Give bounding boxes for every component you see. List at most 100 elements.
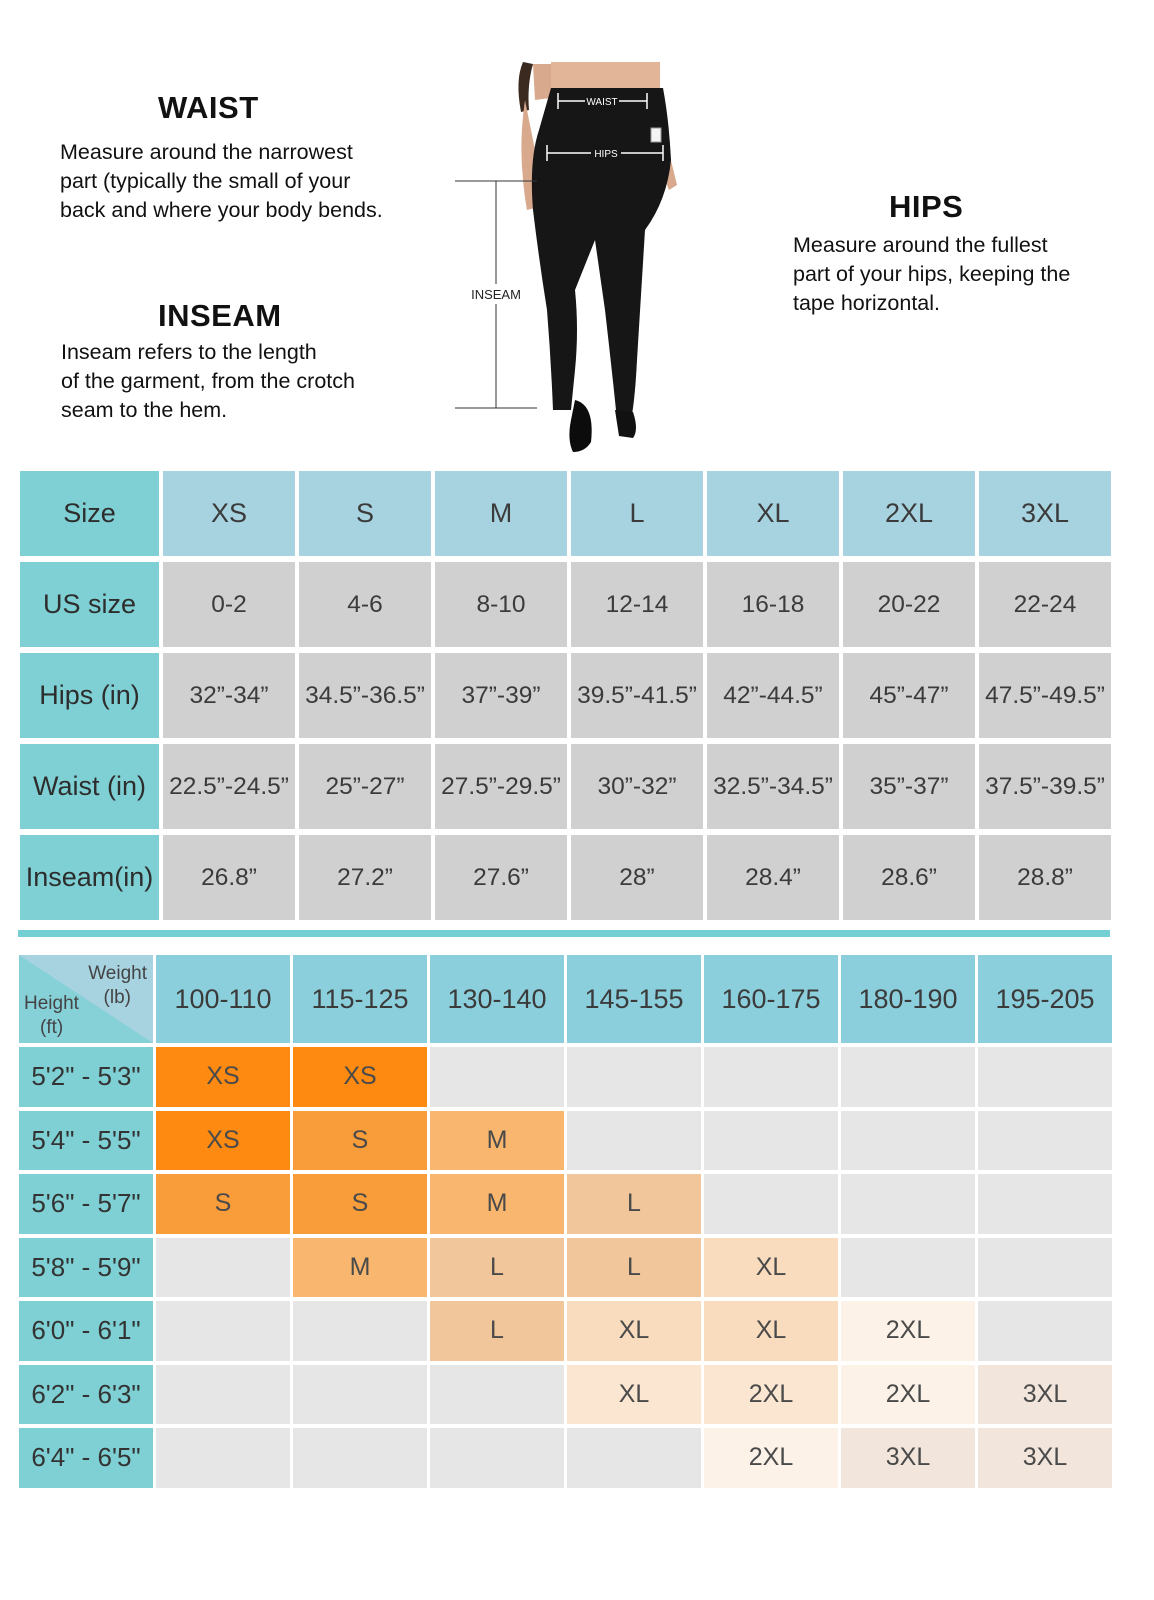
- fit-row: 6'2" - 6'3" XL 2XL 2XL 3XL: [19, 1364, 1112, 1424]
- fit-size-cell: 2XL: [704, 1364, 838, 1424]
- fit-size-cell: XS: [156, 1110, 290, 1170]
- fit-size-cell: [156, 1428, 290, 1488]
- weight-header-cell: 100-110: [156, 955, 290, 1043]
- weight-header-row: Weight (lb) Height (ft) 100-110 115-125 …: [19, 955, 1112, 1043]
- size-header-cell: XS: [163, 471, 295, 556]
- fit-size-cell: 3XL: [978, 1364, 1112, 1424]
- table-cell: 28.4”: [707, 835, 839, 920]
- table-cell: 30”-32”: [571, 744, 703, 829]
- height-unit-label: (ft): [40, 1017, 64, 1038]
- table-cell: 37.5”-39.5”: [979, 744, 1111, 829]
- fit-size-cell: [567, 1047, 701, 1107]
- fit-size-cell: [978, 1301, 1112, 1361]
- fit-size-cell: L: [430, 1237, 564, 1297]
- fit-size-cell: L: [567, 1174, 701, 1234]
- fit-size-cell: [567, 1428, 701, 1488]
- waist-title: WAIST: [158, 90, 259, 125]
- fit-row: 6'4" - 6'5" 2XL 3XL 3XL: [19, 1428, 1112, 1488]
- fit-size-cell: S: [293, 1174, 427, 1234]
- table-cell: 8-10: [435, 562, 567, 647]
- fit-size-cell: [704, 1174, 838, 1234]
- us-size-row: US size 0-2 4-6 8-10 12-14 16-18 20-22 2…: [20, 562, 1111, 647]
- table-cell: 0-2: [163, 562, 295, 647]
- fit-size-cell: [978, 1110, 1112, 1170]
- row-label: Waist (in): [20, 744, 159, 829]
- row-label: Inseam(in): [20, 835, 159, 920]
- table-cell: 28”: [571, 835, 703, 920]
- inseam-title: INSEAM: [158, 298, 282, 333]
- fit-size-cell: S: [293, 1110, 427, 1170]
- table-cell: 27.6”: [435, 835, 567, 920]
- fit-row: 5'8" - 5'9" M L L XL: [19, 1237, 1112, 1297]
- height-range-label: 5'6" - 5'7": [19, 1174, 153, 1234]
- fit-size-cell: [704, 1110, 838, 1170]
- fit-row: 6'0" - 6'1" L XL XL 2XL: [19, 1301, 1112, 1361]
- fit-size-cell: L: [567, 1237, 701, 1297]
- fit-size-cell: M: [430, 1174, 564, 1234]
- table-cell: 20-22: [843, 562, 975, 647]
- fit-row: 5'2" - 5'3" XS XS: [19, 1047, 1112, 1107]
- fit-size-cell: [978, 1174, 1112, 1234]
- fit-size-cell: [293, 1364, 427, 1424]
- fit-size-cell: [841, 1047, 975, 1107]
- size-header-cell: L: [571, 471, 703, 556]
- size-header-row: Size XS S M L XL 2XL 3XL: [20, 471, 1111, 556]
- height-range-label: 6'0" - 6'1": [19, 1301, 153, 1361]
- weight-header-cell: 195-205: [978, 955, 1112, 1043]
- fit-row: 5'4" - 5'5" XS S M: [19, 1110, 1112, 1170]
- table-cell: 27.2”: [299, 835, 431, 920]
- table-cell: 22-24: [979, 562, 1111, 647]
- size-header-cell: XL: [707, 471, 839, 556]
- table-cell: 32.5”-34.5”: [707, 744, 839, 829]
- height-axis-label: Height: [24, 993, 79, 1014]
- fit-size-cell: XL: [567, 1301, 701, 1361]
- fit-size-cell: M: [293, 1237, 427, 1297]
- height-range-label: 5'8" - 5'9": [19, 1237, 153, 1297]
- height-range-label: 5'4" - 5'5": [19, 1110, 153, 1170]
- weight-header-cell: 115-125: [293, 955, 427, 1043]
- section-divider: [18, 930, 1110, 937]
- weight-unit-label: (lb): [103, 987, 131, 1008]
- fit-size-cell: 2XL: [704, 1428, 838, 1488]
- fit-row: 5'6" - 5'7" S S M L: [19, 1174, 1112, 1234]
- waist-marker-label: WAIST: [586, 97, 617, 108]
- waist-row: Waist (in) 22.5”-24.5” 25”-27” 27.5”-29.…: [20, 744, 1111, 829]
- size-header-cell: 3XL: [979, 471, 1111, 556]
- table-corner-header: Weight (lb) Height (ft): [19, 955, 153, 1043]
- height-range-label: 6'2" - 6'3": [19, 1364, 153, 1424]
- fit-size-cell: [567, 1110, 701, 1170]
- fit-size-cell: S: [156, 1174, 290, 1234]
- fit-size-cell: [430, 1428, 564, 1488]
- fit-size-cell: L: [430, 1301, 564, 1361]
- hips-title: HIPS: [889, 189, 964, 224]
- table-cell: 26.8”: [163, 835, 295, 920]
- table-cell: 16-18: [707, 562, 839, 647]
- height-weight-fit-table: Weight (lb) Height (ft) 100-110 115-125 …: [16, 951, 1115, 1492]
- height-range-label: 6'4" - 6'5": [19, 1428, 153, 1488]
- table-cell: 28.6”: [843, 835, 975, 920]
- size-header-cell: S: [299, 471, 431, 556]
- table-cell: 47.5”-49.5”: [979, 653, 1111, 738]
- table-cell: 25”-27”: [299, 744, 431, 829]
- fit-table-body: 5'2" - 5'3" XS XS 5'4" - 5'5" XS S M 5'6" - 5'7…: [19, 1047, 1112, 1488]
- fit-size-cell: [156, 1301, 290, 1361]
- weight-axis-label: Weight: [88, 963, 147, 984]
- fit-size-cell: [430, 1047, 564, 1107]
- table-cell: 28.8”: [979, 835, 1111, 920]
- weight-header-cell: 160-175: [704, 955, 838, 1043]
- fit-size-cell: 2XL: [841, 1364, 975, 1424]
- waist-description: Measure around the narrowest part (typic…: [60, 140, 383, 222]
- model-figure-illustration: WAIST HIPS INSEAM: [455, 62, 677, 452]
- fit-size-cell: [704, 1047, 838, 1107]
- hips-description: Measure around the fullest part of your …: [793, 233, 1071, 315]
- table-cell: 39.5”-41.5”: [571, 653, 703, 738]
- table-cell: 22.5”-24.5”: [163, 744, 295, 829]
- fit-size-cell: [156, 1237, 290, 1297]
- table-cell: 45”-47”: [843, 653, 975, 738]
- weight-header-cell: 145-155: [567, 955, 701, 1043]
- fit-size-cell: 3XL: [978, 1428, 1112, 1488]
- table-cell: 12-14: [571, 562, 703, 647]
- fit-size-cell: [841, 1174, 975, 1234]
- waist-guide: WAIST Measure around the narrowest part …: [60, 90, 450, 225]
- fit-size-cell: [978, 1047, 1112, 1107]
